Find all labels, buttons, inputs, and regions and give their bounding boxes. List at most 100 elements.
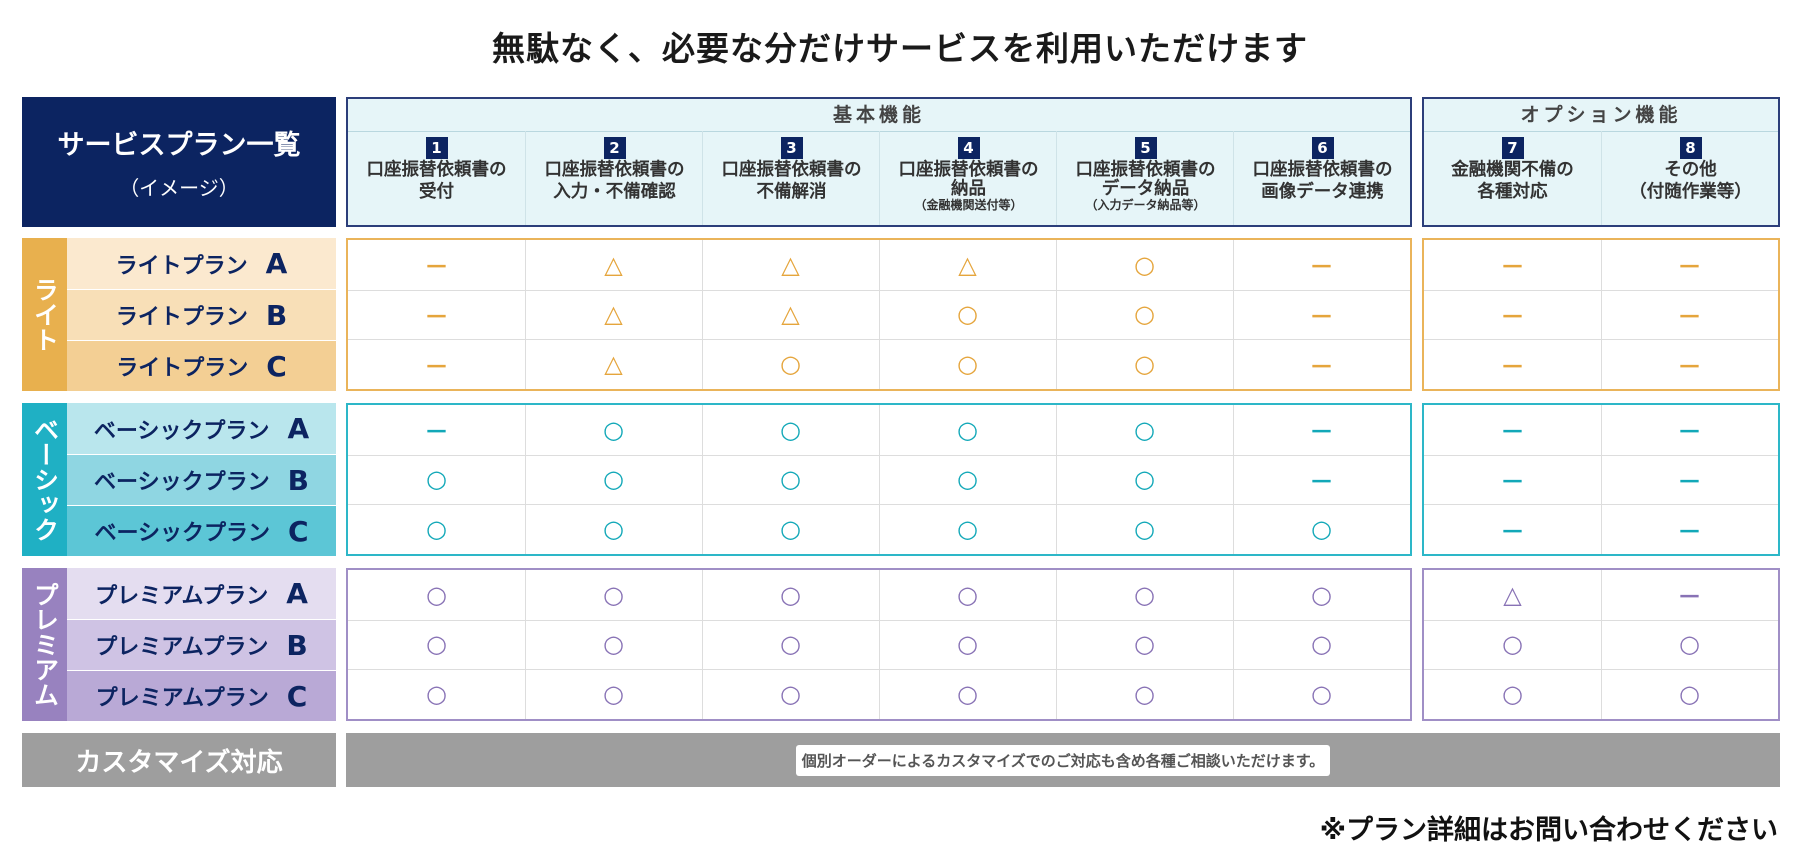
availability-mark: ○ bbox=[1134, 680, 1155, 709]
grid-divider bbox=[1424, 504, 1778, 506]
grid-divider bbox=[525, 240, 526, 389]
availability-mark: ○ bbox=[1311, 515, 1332, 544]
availability-mark: － bbox=[1309, 467, 1334, 496]
availability-mark: ○ bbox=[603, 680, 624, 709]
feature-number: 3 bbox=[780, 137, 803, 159]
availability-mark: ○ bbox=[1311, 680, 1332, 709]
plan-name-row: ライトプラン B bbox=[67, 289, 336, 340]
customize-text: 個別オーダーによるカスタマイズでのご対応も含め各種ご相談いただけます。 bbox=[795, 744, 1331, 776]
grid-divider bbox=[525, 570, 526, 719]
feature-header-1: 1 口座振替依頼書の 受付 bbox=[348, 131, 525, 225]
basic-features-grid: － △ △ △ ○ － － △ △ ○ ○ － － △ ○ ○ ○ － bbox=[346, 238, 1412, 391]
plan-name: ライトプラン bbox=[116, 356, 249, 381]
availability-mark: ○ bbox=[780, 680, 801, 709]
availability-mark: ○ bbox=[1134, 465, 1155, 494]
plan-name-row: ベーシックプラン A bbox=[67, 403, 336, 454]
plan-letter: B bbox=[287, 463, 309, 497]
availability-mark: － bbox=[1309, 302, 1334, 331]
availability-mark: － bbox=[424, 302, 449, 331]
plan-letter: A bbox=[265, 247, 288, 280]
plan-name: ライトプラン bbox=[115, 305, 248, 330]
availability-mark: ○ bbox=[1134, 630, 1155, 659]
availability-mark: ○ bbox=[426, 680, 447, 709]
option-features-grid: － － － － － － bbox=[1422, 238, 1780, 391]
availability-mark: ○ bbox=[1134, 300, 1155, 329]
availability-mark: － bbox=[1677, 253, 1702, 282]
feature-label-line1: 口座振替依頼書の bbox=[1252, 160, 1393, 180]
availability-mark: － bbox=[424, 253, 449, 282]
availability-mark: ○ bbox=[1679, 630, 1700, 659]
basic-features-title: 基本機能 bbox=[348, 99, 1410, 132]
grid-divider bbox=[348, 669, 1410, 671]
availability-mark: － bbox=[424, 352, 449, 381]
plan-letter: C bbox=[286, 679, 308, 713]
feature-label-line2: 納品 bbox=[951, 179, 986, 199]
availability-mark: － bbox=[1677, 418, 1702, 447]
availability-mark: － bbox=[1677, 517, 1702, 546]
basic-features-header: 基本機能 1 口座振替依頼書の 受付 2 口座振替依頼書の 入力・不備確認 3 口座振替依頼書… bbox=[346, 97, 1412, 227]
feature-label-line2: 入力・不備確認 bbox=[553, 182, 676, 202]
availability-mark: ○ bbox=[426, 580, 447, 609]
grid-divider bbox=[348, 504, 1410, 506]
grid-divider bbox=[1424, 619, 1778, 621]
feature-label-line2: 画像データ連携 bbox=[1261, 182, 1384, 202]
grid-divider bbox=[879, 405, 880, 554]
plan-name: ライトプラン bbox=[115, 253, 248, 279]
feature-label-line1: 口座振替依頼書の bbox=[544, 160, 685, 180]
availability-mark: ○ bbox=[603, 515, 624, 544]
availability-mark: ○ bbox=[426, 515, 447, 544]
availability-mark: ○ bbox=[780, 580, 801, 609]
availability-mark: － bbox=[1677, 352, 1702, 381]
plan-name-row: ベーシックプラン B bbox=[67, 454, 336, 505]
availability-mark: ○ bbox=[1134, 250, 1155, 279]
option-features-grid: － － － － － － bbox=[1422, 403, 1780, 556]
availability-mark: － bbox=[424, 418, 449, 447]
availability-mark: △ bbox=[781, 250, 800, 279]
feature-label-line1: 口座振替依頼書の bbox=[1075, 160, 1216, 180]
category-label-2: プレミアム bbox=[22, 568, 67, 721]
grid-divider bbox=[1056, 240, 1057, 389]
availability-mark: △ bbox=[604, 350, 623, 379]
grid-divider bbox=[1424, 289, 1778, 291]
feature-header-2: 2 口座振替依頼書の 入力・不備確認 bbox=[525, 131, 703, 225]
availability-mark: ○ bbox=[1134, 580, 1155, 609]
feature-label-line2: 受付 bbox=[419, 182, 454, 202]
availability-mark: △ bbox=[781, 300, 800, 329]
availability-mark: ○ bbox=[426, 630, 447, 659]
plan-name-row: ライトプラン C bbox=[67, 340, 336, 391]
grid-divider bbox=[348, 454, 1410, 456]
availability-mark: － bbox=[1677, 583, 1702, 612]
feature-number: 6 bbox=[1311, 137, 1334, 159]
plan-name: ベーシックプラン bbox=[94, 470, 270, 495]
basic-features-grid: ○ ○ ○ ○ ○ ○ ○ ○ ○ ○ ○ ○ ○ ○ ○ ○ ○ ○ bbox=[346, 568, 1412, 721]
feature-label-note: （金融機関送付等） bbox=[914, 198, 1023, 212]
plan-letter: B bbox=[286, 628, 308, 662]
availability-mark: ○ bbox=[1134, 415, 1155, 444]
grid-divider bbox=[702, 405, 703, 554]
availability-mark: ○ bbox=[957, 300, 978, 329]
plan-letter: A bbox=[287, 412, 310, 445]
grid-divider bbox=[1056, 405, 1057, 554]
category-label-0: ライト bbox=[22, 238, 67, 391]
availability-mark: － bbox=[1309, 418, 1334, 447]
availability-mark: － bbox=[1500, 302, 1525, 331]
feature-header-6: 6 口座振替依頼書の 画像データ連携 bbox=[1233, 131, 1411, 225]
grid-divider bbox=[525, 405, 526, 554]
grid-divider bbox=[1601, 240, 1602, 389]
plan-letter: C bbox=[266, 349, 287, 383]
availability-mark: ○ bbox=[603, 580, 624, 609]
availability-mark: － bbox=[1309, 352, 1334, 381]
category-label-1: ベーシック bbox=[22, 403, 67, 556]
grid-divider bbox=[879, 240, 880, 389]
availability-mark: ○ bbox=[1134, 350, 1155, 379]
plan-name-row: ベーシックプラン C bbox=[67, 505, 336, 556]
availability-mark: － bbox=[1309, 253, 1334, 282]
plan-name-row: ライトプラン A bbox=[67, 238, 336, 289]
plan-list-subtitle: （イメージ） bbox=[119, 176, 239, 200]
customize-bar: 個別オーダーによるカスタマイズでのご対応も含め各種ご相談いただけます。 bbox=[346, 733, 1780, 787]
availability-mark: － bbox=[1677, 467, 1702, 496]
availability-mark: ○ bbox=[780, 515, 801, 544]
availability-mark: ○ bbox=[957, 350, 978, 379]
grid-divider bbox=[1233, 405, 1234, 554]
plan-list-title: サービスプラン一覧 bbox=[57, 130, 301, 161]
